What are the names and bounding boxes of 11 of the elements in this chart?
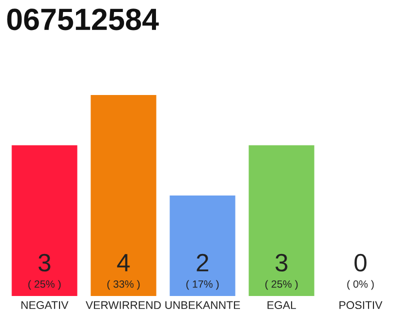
data-label: 0 ( 0% ) <box>347 254 374 290</box>
data-label: 3 ( 25% ) <box>265 254 298 290</box>
data-label: 2 ( 17% ) <box>186 254 219 290</box>
chart-title: 067512584 <box>7 8 159 30</box>
x-tick-label: EGAL <box>268 301 296 310</box>
x-tick-label: POSITIV <box>339 301 382 310</box>
x-tick-label: VERWIRREND <box>86 301 161 309</box>
data-label: 3 ( 25% ) <box>28 254 61 290</box>
data-label: 4 ( 33% ) <box>107 254 140 290</box>
x-tick-label: NEGATIV <box>21 301 68 310</box>
x-tick-label: UNBEKANNTE <box>165 301 240 310</box>
